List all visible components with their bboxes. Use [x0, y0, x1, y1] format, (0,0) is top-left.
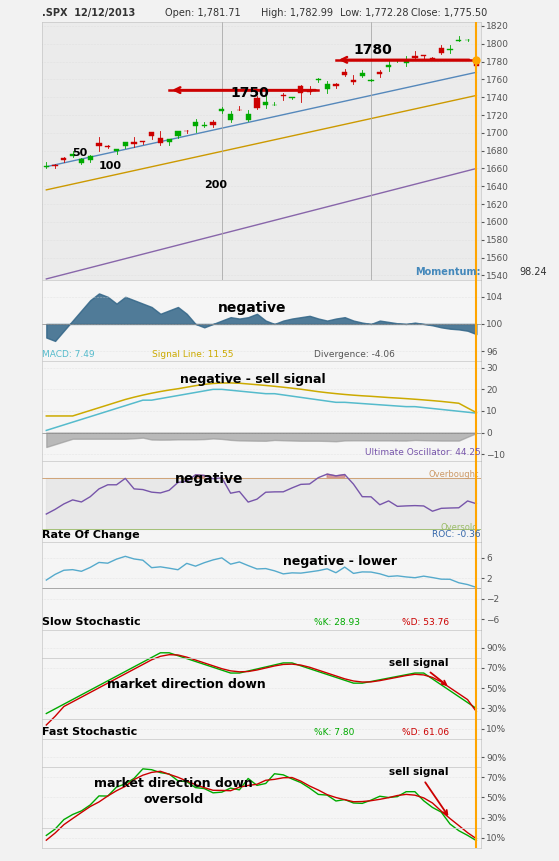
Bar [53, 165, 58, 166]
Bar [342, 72, 347, 75]
Text: Low: 1,772.28: Low: 1,772.28 [340, 9, 409, 18]
Text: October 2013: October 2013 [81, 290, 143, 300]
Bar [359, 72, 365, 76]
Text: Signal Line: 11.55: Signal Line: 11.55 [151, 350, 233, 359]
Text: Ultimate Oscillator: 44.25: Ultimate Oscillator: 44.25 [365, 449, 481, 457]
Bar [61, 158, 67, 160]
Text: 200: 200 [204, 180, 228, 190]
Bar [473, 60, 479, 65]
Bar [114, 150, 119, 151]
Text: %D: 53.76: %D: 53.76 [402, 618, 449, 628]
Bar [176, 132, 181, 136]
Text: 21: 21 [129, 282, 140, 292]
Text: market direction down
oversold: market direction down oversold [94, 777, 253, 806]
Text: .SPX  12/12/2013: .SPX 12/12/2013 [42, 9, 135, 18]
Bar [96, 143, 102, 146]
Bar [351, 80, 356, 82]
Bar [439, 48, 444, 53]
Bar [421, 55, 427, 57]
Bar [149, 132, 154, 136]
Bar [131, 142, 137, 144]
Text: %K: 7.80: %K: 7.80 [314, 728, 354, 737]
Bar [158, 139, 163, 143]
Text: Close: 1,775.50: Close: 1,775.50 [410, 9, 487, 18]
Text: negative: negative [174, 472, 243, 486]
Text: MACD: 7.49: MACD: 7.49 [42, 350, 94, 359]
Bar [404, 59, 409, 63]
Bar [193, 122, 198, 126]
Text: November 2013: November 2013 [247, 290, 320, 300]
Bar [281, 95, 286, 96]
Text: Slow Stochastic: Slow Stochastic [42, 617, 140, 628]
Text: ROC: -0.36: ROC: -0.36 [432, 530, 481, 539]
Bar [377, 72, 382, 74]
Text: sell signal: sell signal [389, 658, 448, 684]
Text: 9: 9 [438, 282, 444, 292]
Text: 4: 4 [219, 282, 225, 292]
Text: negative - sell signal: negative - sell signal [180, 373, 325, 386]
Text: Fast Stochastic: Fast Stochastic [42, 727, 137, 737]
Bar [219, 109, 225, 110]
Bar [298, 86, 304, 93]
Text: Rate Of Change: Rate Of Change [42, 530, 140, 541]
Text: 7: 7 [44, 282, 49, 292]
Text: negative: negative [219, 301, 287, 315]
Text: Momentum:: Momentum: [415, 267, 481, 276]
Bar [316, 78, 321, 80]
Text: 18: 18 [304, 282, 315, 292]
Bar [413, 56, 418, 59]
Bar [333, 84, 339, 86]
Text: 11: 11 [260, 282, 272, 292]
Text: negative - lower: negative - lower [283, 554, 397, 568]
Bar [167, 139, 172, 142]
Text: 50: 50 [73, 148, 88, 158]
Text: 98.24: 98.24 [519, 267, 547, 276]
Text: 14: 14 [84, 282, 96, 292]
Bar [254, 98, 259, 108]
Bar [325, 84, 330, 90]
Text: Oversold: Oversold [441, 523, 479, 532]
Bar [88, 157, 93, 159]
Text: 1780: 1780 [353, 42, 392, 57]
Text: 1750: 1750 [231, 86, 269, 100]
Bar [447, 49, 453, 50]
Bar [368, 80, 373, 81]
Text: sell signal: sell signal [389, 767, 448, 815]
Text: 25: 25 [348, 282, 359, 292]
Text: %D: 61.06: %D: 61.06 [402, 728, 449, 737]
Bar [245, 115, 251, 120]
Bar [202, 125, 207, 127]
Text: 100: 100 [99, 161, 122, 171]
Bar [263, 102, 268, 105]
Text: 28: 28 [172, 282, 184, 292]
Bar [386, 65, 391, 66]
Bar [430, 58, 435, 59]
Text: market direction down: market direction down [107, 678, 266, 691]
Bar [122, 142, 128, 146]
Bar [228, 115, 233, 120]
Text: 2: 2 [395, 282, 400, 292]
Text: Overbought: Overbought [428, 470, 479, 480]
Text: December 2013: December 2013 [378, 290, 451, 300]
Bar [70, 154, 75, 156]
Bar [79, 159, 84, 163]
Bar [44, 166, 49, 167]
Text: Divergence: -4.06: Divergence: -4.06 [314, 350, 395, 359]
Text: %K: 28.93: %K: 28.93 [314, 618, 360, 628]
Text: High: 1,782.99: High: 1,782.99 [261, 9, 333, 18]
Bar [210, 122, 216, 125]
Text: Open: 1,781.71: Open: 1,781.71 [165, 9, 240, 18]
